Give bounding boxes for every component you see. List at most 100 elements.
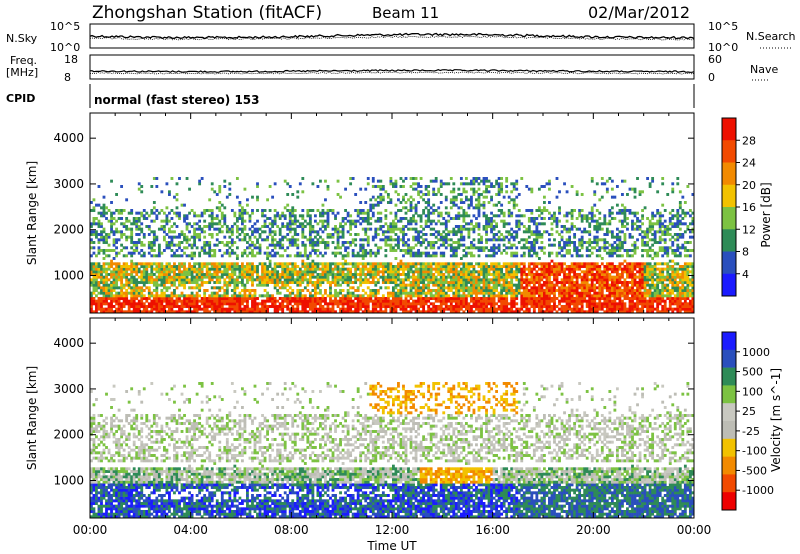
power-cell-3531 [442, 265, 446, 268]
power-cell-2895 [386, 262, 390, 266]
power-cell-4849 [560, 230, 564, 234]
power-cell-3906 [475, 302, 478, 306]
power-cell-1684 [263, 307, 267, 311]
power-cell-1376 [228, 187, 232, 191]
power-cell-1187 [210, 273, 214, 276]
power-cell-4019 [482, 195, 486, 199]
power-cell-1739 [268, 270, 272, 274]
power-cell-2132 [308, 265, 312, 268]
power-cell-4572 [532, 241, 536, 244]
power-cell-2619 [359, 211, 363, 215]
power-cell-4513 [527, 241, 531, 244]
power-cell-4148 [492, 214, 496, 218]
power-cell-1168 [208, 243, 212, 247]
power-cell-1367 [228, 262, 232, 266]
power-cell-741 [162, 238, 166, 242]
power-cell-3164 [412, 305, 415, 308]
power-cell-2215 [316, 262, 320, 266]
power-cell-3704 [457, 265, 461, 268]
power-cell-4741 [550, 299, 554, 303]
power-cell-1096 [200, 270, 204, 274]
power-cell-3520 [442, 297, 446, 300]
power-cell-1421 [233, 251, 237, 255]
power-cell-930 [183, 273, 186, 276]
power-cell-2711 [369, 273, 373, 276]
power-cell-599 [147, 225, 151, 228]
power-cell-3463 [437, 289, 441, 292]
power-cell-4204 [497, 185, 501, 188]
power-cell-4470 [525, 310, 529, 314]
power-cell-184 [105, 217, 108, 220]
power-cell-3552 [444, 278, 448, 282]
power-cell-2586 [356, 278, 360, 282]
power-cell-2642 [361, 243, 365, 247]
power-cell-285 [115, 230, 118, 234]
power-cell-888 [178, 254, 181, 258]
power-cell-1849 [281, 302, 285, 306]
power-cell-2352 [331, 275, 335, 279]
power-cell-4177 [497, 307, 501, 311]
power-cell-2872 [384, 241, 388, 244]
power-cell-4380 [515, 286, 519, 290]
power-cell-216 [110, 291, 113, 295]
power-cell-3583 [447, 270, 451, 274]
power-cell-1872 [283, 297, 287, 300]
power-cell-2139 [308, 235, 312, 239]
power-cell-4292 [507, 302, 511, 306]
power-cell-1516 [243, 267, 247, 271]
power-cell-835 [173, 278, 176, 282]
power-cell-4421 [517, 214, 521, 218]
power-cell-456 [132, 219, 136, 223]
power-cell-958 [185, 241, 189, 244]
power-cell-213 [110, 299, 113, 303]
power-cell-2694 [366, 227, 370, 231]
power-cell-3437 [434, 291, 438, 295]
power-cell-3545 [444, 302, 448, 306]
power-cell-3625 [452, 305, 456, 308]
power-cell-4349 [512, 299, 516, 303]
power-cell-1827 [278, 297, 282, 300]
power-cell-1890 [283, 179, 287, 183]
date-label: 02/Mar/2012 [588, 3, 690, 22]
power-cell-92 [97, 251, 101, 255]
power-cell-1131 [203, 209, 207, 212]
power-cell-2843 [381, 270, 385, 274]
power-cell-2706 [369, 294, 373, 298]
power-cell-2339 [329, 265, 332, 268]
power-cell-612 [150, 270, 154, 274]
power-cell-4511 [527, 249, 531, 252]
power-cell-1572 [248, 217, 252, 220]
power-cell-1825 [278, 305, 282, 308]
power-cell-4647 [540, 267, 544, 271]
power-cell-3339 [424, 201, 428, 204]
power-cell-1097 [200, 267, 204, 271]
power-cell-333 [120, 230, 124, 234]
power-cell-334 [120, 222, 124, 226]
power-cell-2700 [366, 209, 370, 212]
power-cell-3141 [409, 283, 413, 287]
power-cell-4480 [525, 283, 529, 287]
power-cell-2265 [321, 238, 325, 242]
power-cell-3220 [414, 206, 418, 210]
power-cell-2695 [366, 222, 370, 226]
power-cell-2741 [371, 262, 375, 266]
power-cell-3628 [452, 294, 456, 298]
power-cell-4662 [543, 302, 546, 306]
power-cell-1869 [281, 211, 285, 215]
power-cell-2649 [364, 310, 368, 314]
power-cell-3013 [397, 238, 400, 242]
power-cell-3818 [467, 291, 471, 295]
power-cell-3157 [409, 206, 413, 210]
power-cell-4207 [500, 310, 504, 314]
power-cell-4571 [532, 243, 536, 247]
power-cell-32 [92, 286, 96, 290]
power-cell-153 [102, 230, 106, 234]
power-cell-3739 [459, 233, 463, 236]
power-cell-2131 [308, 267, 312, 271]
power-cell-4236 [502, 310, 506, 314]
power-cell-1132 [205, 310, 209, 314]
power-cell-1974 [293, 310, 297, 314]
power-cell-141 [102, 278, 106, 282]
power-cell-3105 [404, 201, 408, 204]
power-cell-1373 [228, 230, 232, 234]
